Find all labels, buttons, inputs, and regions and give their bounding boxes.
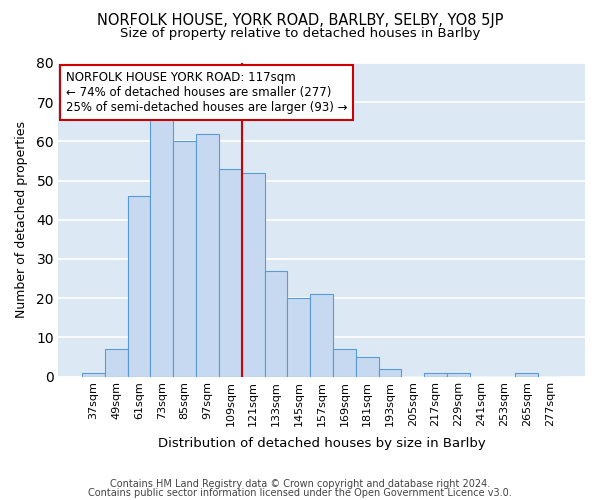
Bar: [196, 134, 219, 376]
Bar: [151, 110, 173, 376]
Bar: [379, 369, 401, 376]
Bar: [219, 169, 242, 376]
Bar: [424, 372, 447, 376]
Bar: [82, 372, 105, 376]
Bar: [265, 271, 287, 376]
Bar: [128, 196, 151, 376]
Bar: [356, 357, 379, 376]
Text: Contains public sector information licensed under the Open Government Licence v3: Contains public sector information licen…: [88, 488, 512, 498]
Bar: [242, 173, 265, 376]
Bar: [310, 294, 333, 376]
Bar: [333, 349, 356, 376]
Text: Contains HM Land Registry data © Crown copyright and database right 2024.: Contains HM Land Registry data © Crown c…: [110, 479, 490, 489]
Bar: [173, 142, 196, 376]
Text: NORFOLK HOUSE YORK ROAD: 117sqm
← 74% of detached houses are smaller (277)
25% o: NORFOLK HOUSE YORK ROAD: 117sqm ← 74% of…: [66, 71, 347, 114]
Bar: [447, 372, 470, 376]
Text: NORFOLK HOUSE, YORK ROAD, BARLBY, SELBY, YO8 5JP: NORFOLK HOUSE, YORK ROAD, BARLBY, SELBY,…: [97, 12, 503, 28]
Bar: [287, 298, 310, 376]
X-axis label: Distribution of detached houses by size in Barlby: Distribution of detached houses by size …: [158, 437, 485, 450]
Y-axis label: Number of detached properties: Number of detached properties: [15, 122, 28, 318]
Bar: [105, 349, 128, 376]
Text: Size of property relative to detached houses in Barlby: Size of property relative to detached ho…: [120, 28, 480, 40]
Bar: [515, 372, 538, 376]
